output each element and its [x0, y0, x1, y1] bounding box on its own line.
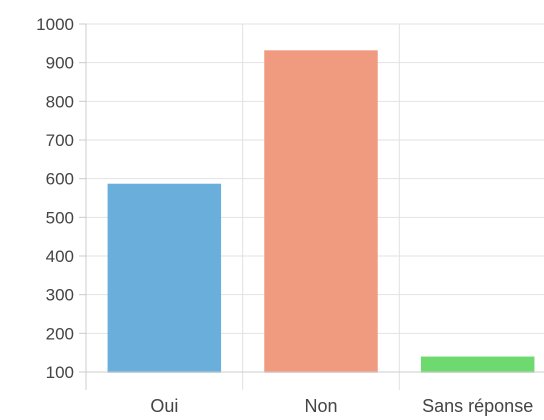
x-tick-label: Sans réponse	[422, 396, 533, 416]
y-tick-labels: 100 200 300 400 500 600 700 800 900 1000	[36, 15, 74, 382]
x-tick-labels: Oui Non Sans réponse	[150, 396, 533, 416]
bar-sans-r-ponse[interactable]	[420, 356, 535, 373]
bars	[107, 50, 535, 373]
x-tick-label: Oui	[150, 396, 178, 416]
y-tick-label: 700	[46, 131, 74, 150]
axes	[85, 24, 544, 390]
y-tick-label: 900	[46, 54, 74, 73]
x-tick-label: Non	[304, 396, 337, 416]
bar-oui[interactable]	[107, 183, 222, 373]
bar-non[interactable]	[264, 50, 378, 373]
y-tick-label: 200	[46, 324, 74, 343]
y-tick-label: 300	[46, 286, 74, 305]
y-tick-label: 100	[46, 363, 74, 382]
y-tick-label: 800	[46, 92, 74, 111]
y-tick-label: 400	[46, 247, 74, 266]
y-tick-label: 1000	[36, 15, 74, 34]
y-tick-label: 600	[46, 170, 74, 189]
y-tick-label: 500	[46, 208, 74, 227]
